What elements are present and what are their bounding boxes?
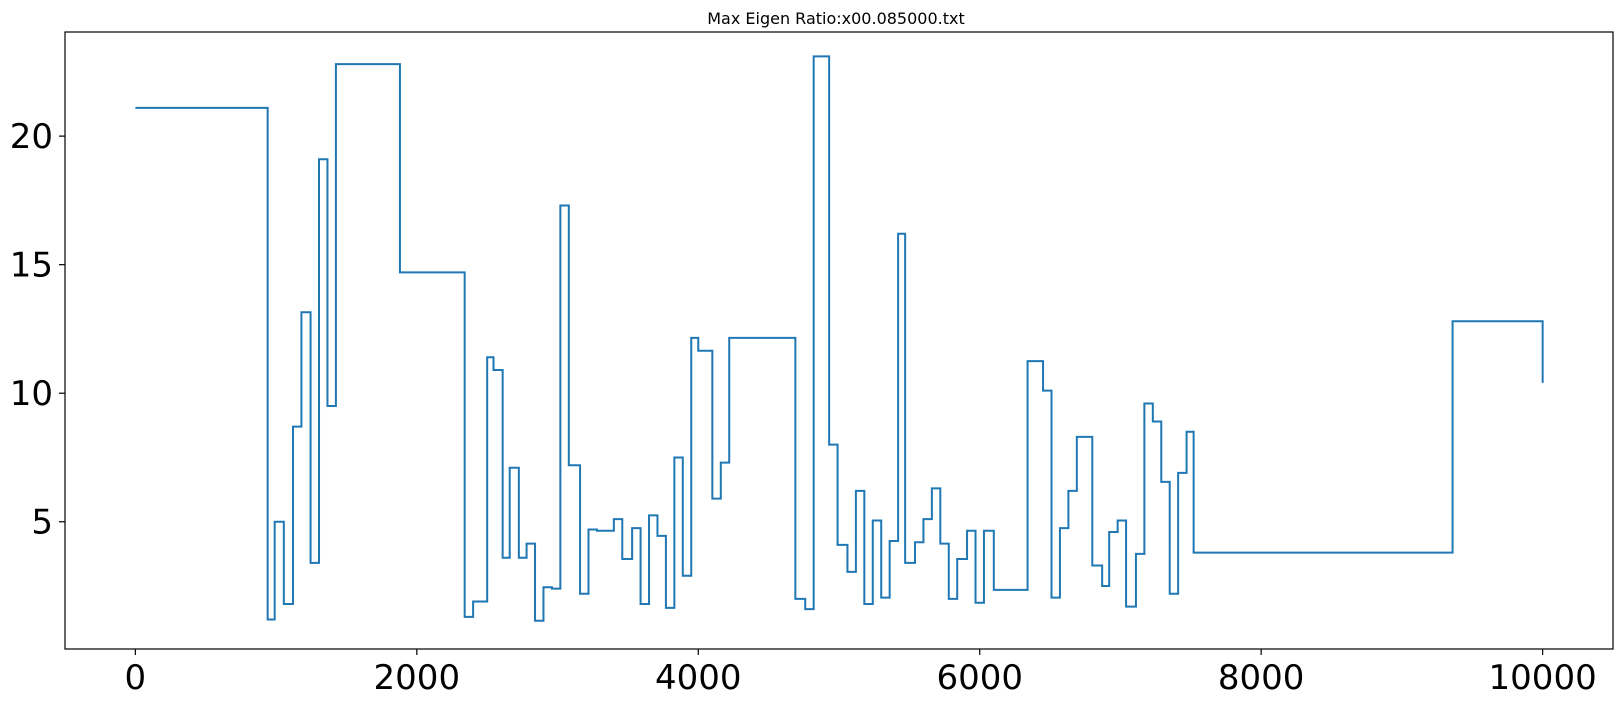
plot-area: [135, 55, 1544, 622]
x-axis: 0 2000 4000 6000 8000 10000: [125, 649, 1597, 698]
x-tick-label: 8000: [1218, 658, 1305, 698]
y-axis: 5 10 15 20: [10, 117, 65, 543]
chart-title: Max Eigen Ratio:x00.085000.txt: [707, 9, 965, 28]
y-tick-label: 5: [31, 503, 53, 543]
x-tick-label: 4000: [655, 658, 742, 698]
series-line-0: [135, 55, 1544, 622]
x-tick-label: 6000: [936, 658, 1023, 698]
x-tick-label: 2000: [374, 658, 461, 698]
x-tick-label: 10000: [1489, 658, 1597, 698]
plot-frame: [64, 31, 1614, 650]
y-tick-label: 10: [10, 374, 53, 414]
y-tick-label: 15: [10, 246, 53, 286]
y-tick-label: 20: [10, 117, 53, 157]
x-tick-label: 0: [125, 658, 147, 698]
